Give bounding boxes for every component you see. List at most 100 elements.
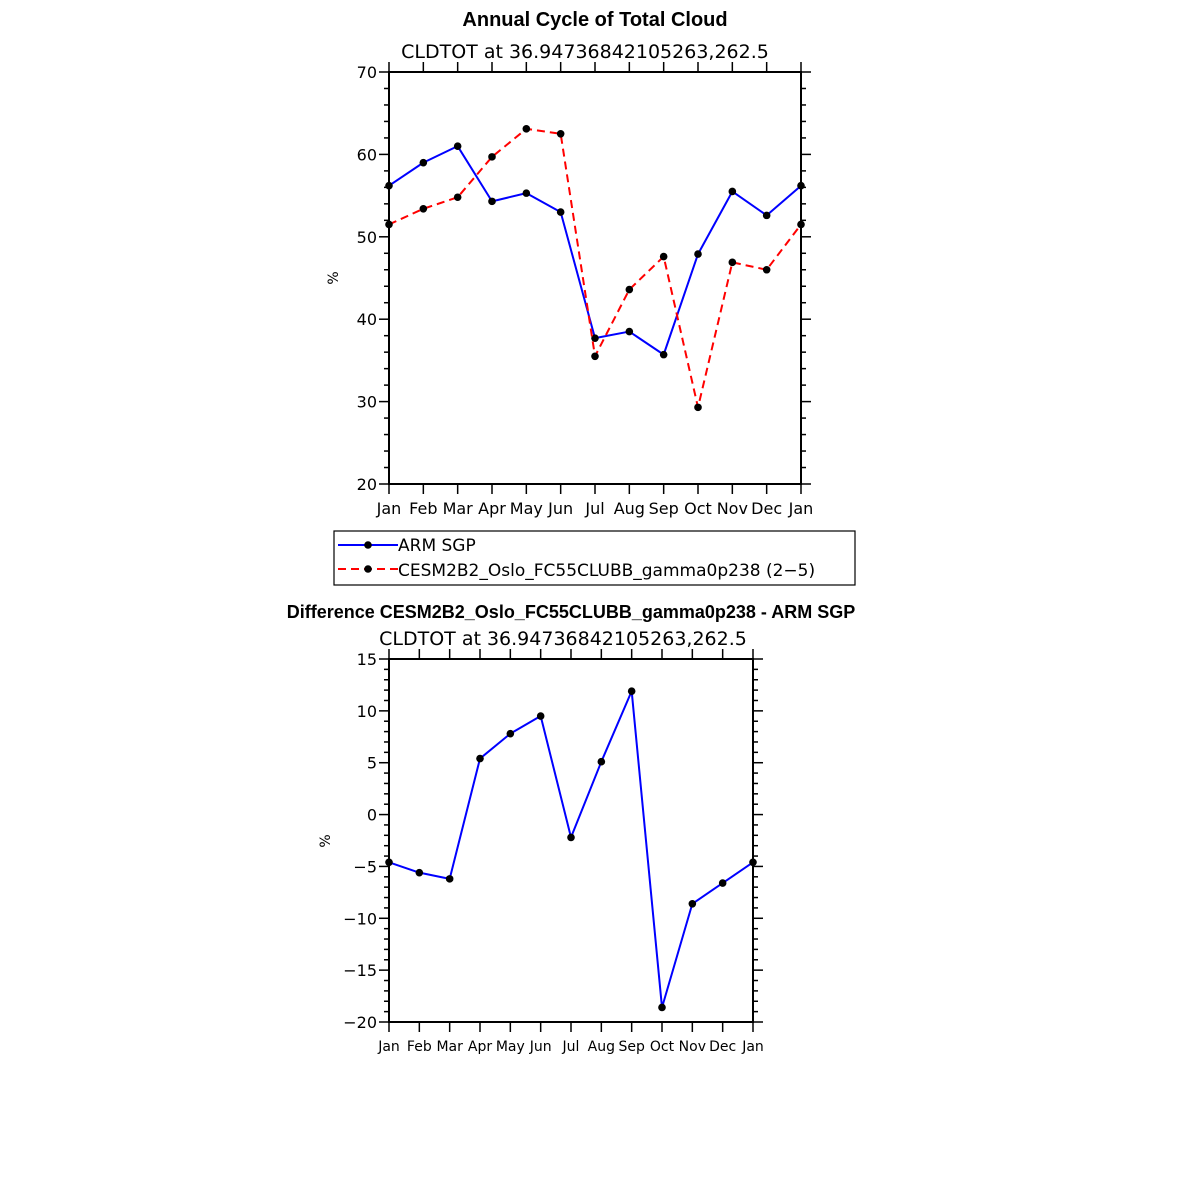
data-point: [567, 833, 575, 842]
data-point: [506, 729, 515, 738]
x-tick-label: Feb: [409, 499, 437, 518]
data-point: [694, 403, 702, 412]
y-tick-label: 0: [367, 806, 377, 825]
y-tick-label: 30: [357, 393, 377, 412]
annual-cycle-panel: Annual Cycle of Total Cloud CLDTOT at 36…: [326, 9, 813, 518]
data-point: [658, 1003, 666, 1012]
x-tick-label: Sep: [618, 1039, 645, 1055]
y-axis-label: %: [326, 271, 342, 284]
x-tick-label: Aug: [614, 499, 645, 518]
x-tick-label: Jul: [562, 1039, 580, 1055]
data-point: [556, 130, 565, 138]
x-tick-label: Apr: [468, 1039, 492, 1055]
legend-label-arm-sgp: ARM SGP: [398, 536, 476, 556]
legend-box: [333, 530, 856, 586]
data-point: [419, 158, 428, 167]
data-point: [385, 858, 393, 867]
data-point: [728, 187, 737, 196]
x-tick-label: Mar: [436, 1039, 463, 1055]
difference-panel: Difference CESM2B2_Oslo_FC55CLUBB_gamma0…: [287, 602, 856, 1055]
data-point: [597, 757, 606, 766]
x-tick-label: Jan: [376, 499, 402, 518]
x-tick-label: May: [496, 1039, 525, 1055]
series-line: [388, 145, 802, 356]
data-point: [688, 899, 697, 908]
data-point: [488, 197, 496, 206]
legend-label-cesm: CESM2B2_Oslo_FC55CLUBB_gamma0p238 (2−5): [398, 561, 815, 581]
x-tick-label: Nov: [717, 499, 748, 518]
y-tick-label: 5: [367, 754, 377, 773]
x-tick-label: Dec: [751, 499, 782, 518]
y-tick-label: 10: [357, 702, 377, 721]
data-point: [385, 181, 393, 190]
y-tick-label: −10: [343, 909, 377, 928]
chart-title: Annual Cycle of Total Cloud: [462, 9, 727, 31]
plot-frame: [388, 71, 802, 485]
series-line: [388, 690, 754, 1009]
data-point: [476, 754, 484, 763]
data-point: [419, 204, 428, 213]
y-tick-label: 70: [357, 63, 377, 82]
x-tick-label: May: [510, 499, 543, 518]
axes: 20 30 40 50 60 70 Jan Feb Mar Apr May Jun Jul Aug Sep O…: [357, 62, 814, 518]
data-point: [728, 258, 737, 267]
x-tick-label: Mar: [443, 499, 474, 518]
x-tick-label: Nov: [679, 1039, 706, 1055]
series-group: [385, 687, 757, 1012]
y-tick-label: 20: [357, 475, 377, 494]
y-tick-label: −15: [343, 961, 377, 980]
x-tick-label: Jan: [788, 499, 814, 518]
x-tick-label: Sep: [649, 499, 679, 518]
data-point: [522, 125, 531, 133]
y-tick-label: 60: [357, 145, 377, 164]
y-axis-label: %: [318, 834, 334, 847]
data-point: [453, 142, 462, 150]
data-point: [536, 712, 545, 720]
axes: −20 −15 −10 −5 0 5 10 15 Jan Feb Mar Apr May Jun Jul Au…: [343, 649, 764, 1055]
x-tick-label: Jan: [741, 1039, 764, 1055]
data-point: [591, 334, 599, 342]
data-point: [627, 687, 636, 695]
x-tick-label: Dec: [709, 1039, 736, 1055]
x-tick-label: Apr: [478, 499, 506, 518]
y-tick-label: 15: [357, 650, 377, 669]
chart-title: Difference CESM2B2_Oslo_FC55CLUBB_gamma0…: [287, 602, 856, 622]
data-point: [488, 153, 496, 161]
data-point: [556, 208, 565, 216]
data-point: [453, 193, 462, 202]
chart-subtitle: CLDTOT at 36.94736842105263,262.5: [401, 41, 769, 63]
data-point: [749, 858, 757, 867]
data-point: [591, 352, 599, 361]
x-tick-label: Jan: [377, 1039, 400, 1055]
data-point: [385, 220, 393, 229]
series-group: [385, 125, 805, 412]
x-tick-label: Oct: [650, 1039, 675, 1055]
data-point: [522, 189, 531, 197]
series-line: [388, 127, 802, 409]
legend-marker-cesm: [364, 565, 372, 573]
data-point: [694, 250, 702, 258]
x-tick-label: Feb: [407, 1039, 432, 1055]
data-point: [625, 327, 634, 336]
data-point: [659, 252, 668, 261]
data-point: [625, 285, 634, 294]
y-tick-label: −5: [353, 857, 377, 876]
data-point: [718, 879, 727, 887]
data-point: [415, 868, 424, 877]
y-tick-label: 40: [357, 310, 377, 329]
data-point: [659, 350, 668, 359]
x-tick-label: Jun: [547, 499, 573, 518]
data-point: [797, 181, 805, 190]
y-tick-label: −20: [343, 1013, 377, 1032]
data-point: [445, 875, 454, 883]
legend-marker-arm-sgp: [364, 541, 372, 549]
data-point: [762, 211, 771, 220]
data-point: [797, 220, 805, 229]
data-point: [762, 265, 771, 274]
x-tick-label: Oct: [684, 499, 712, 518]
x-tick-label: Jul: [584, 499, 604, 518]
x-tick-label: Jun: [529, 1039, 552, 1055]
chart-subtitle: CLDTOT at 36.94736842105263,262.5: [379, 628, 747, 650]
y-tick-label: 50: [357, 228, 377, 247]
